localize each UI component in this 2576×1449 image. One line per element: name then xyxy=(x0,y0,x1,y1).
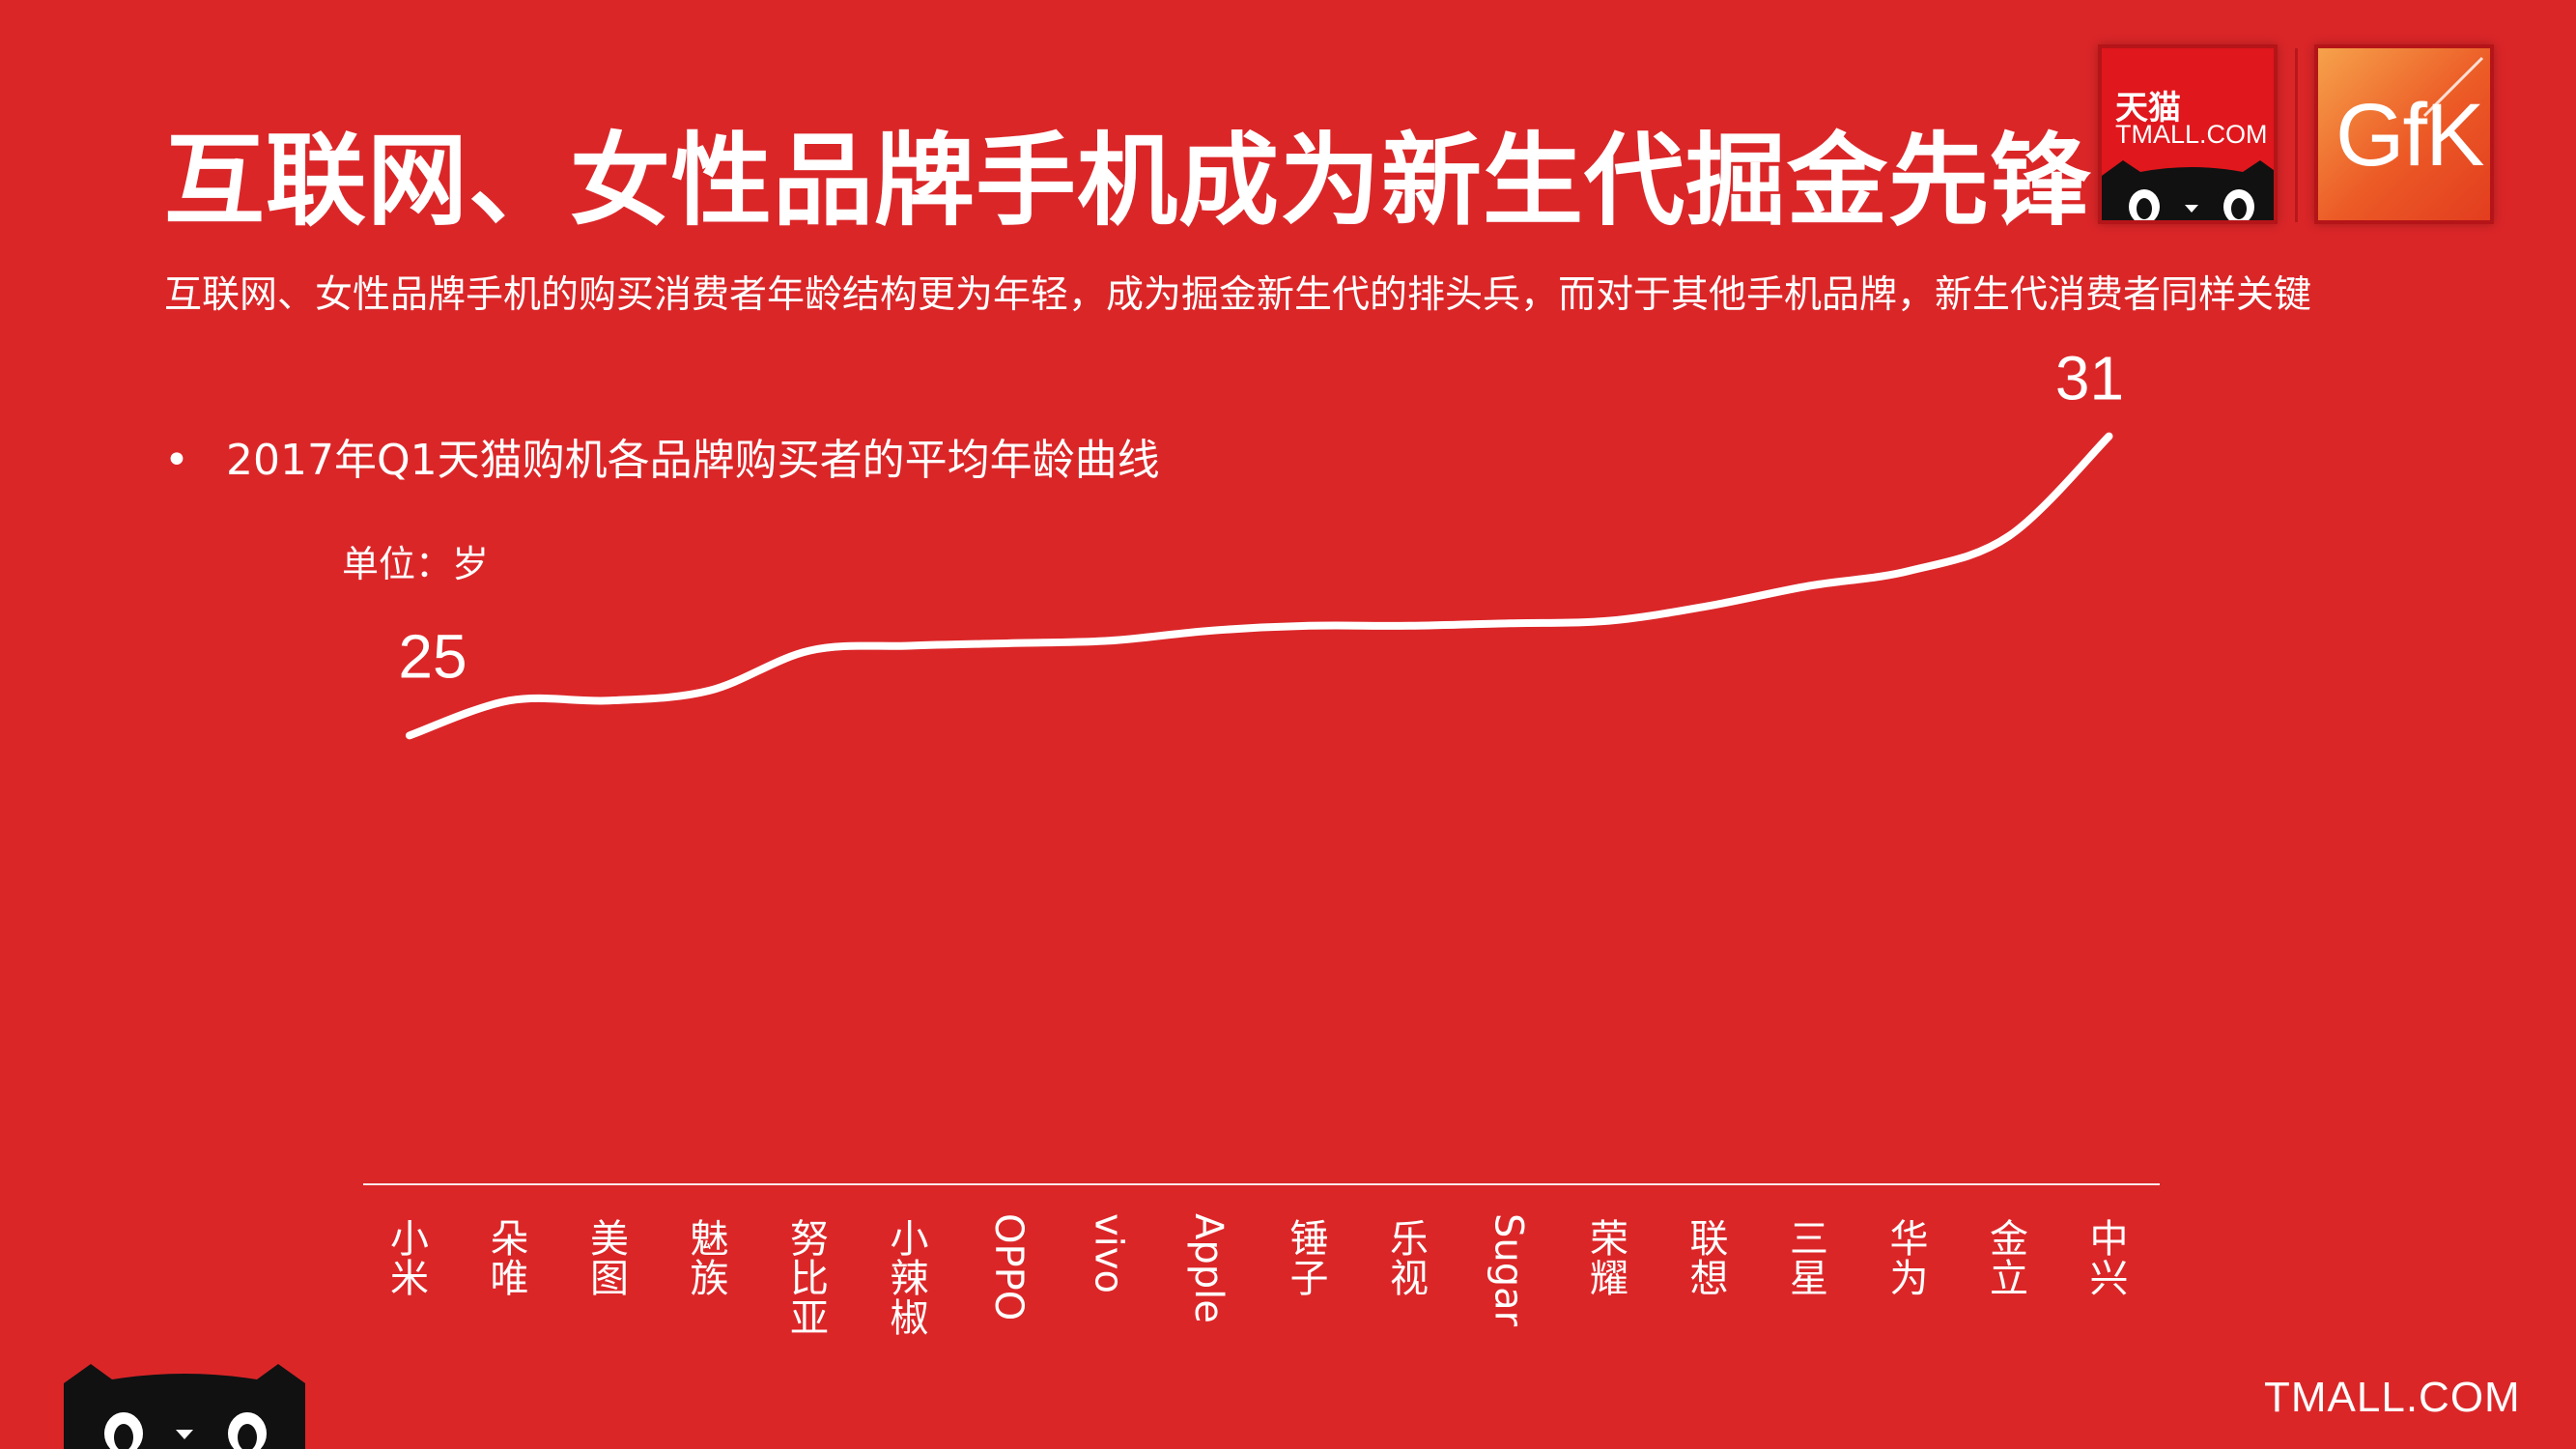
x-tick-text-6: OPPO xyxy=(986,1213,1031,1321)
x-tick-label-5: 小辣椒 xyxy=(891,1217,929,1341)
series-line-avg-age xyxy=(406,432,2113,740)
x-tick-label-4: 努比亚 xyxy=(790,1217,829,1341)
x-tick-label-14: 三星 xyxy=(1790,1217,1828,1301)
x-tick-label-6: OPPO xyxy=(986,1213,1031,1321)
x-tick-label-12: 荣耀 xyxy=(1590,1217,1628,1301)
x-tick-label-16: 金立 xyxy=(1990,1217,2028,1301)
x-tick-text-14: 三星 xyxy=(1790,1217,1828,1301)
x-tick-text-7: vivo xyxy=(1087,1213,1131,1293)
x-tick-text-5: 小辣椒 xyxy=(891,1217,929,1341)
data-label-17: 31 xyxy=(2055,344,2124,413)
x-tick-label-9: 锤子 xyxy=(1290,1217,1329,1301)
tmall-logo-en: TMALL.COM xyxy=(2115,120,2268,149)
x-tick-label-11: Sugar xyxy=(1486,1213,1531,1327)
tmall-cat-mascot-icon xyxy=(64,1364,305,1449)
x-tick-text-17: 中兴 xyxy=(2090,1217,2129,1301)
x-tick-text-2: 美图 xyxy=(590,1217,629,1301)
x-tick-text-4: 努比亚 xyxy=(790,1217,829,1341)
x-tick-label-8: Apple xyxy=(1186,1213,1231,1323)
tmall-cat-icon xyxy=(2102,160,2274,220)
x-tick-label-0: 小米 xyxy=(390,1217,429,1301)
gfk-logo-text: GfK xyxy=(2335,86,2484,185)
x-tick-label-2: 美图 xyxy=(590,1217,629,1301)
x-tick-text-8: Apple xyxy=(1186,1213,1231,1323)
gfk-logo: GfK xyxy=(2314,44,2494,224)
x-tick-label-3: 魅族 xyxy=(691,1217,729,1301)
x-tick-label-13: 联想 xyxy=(1690,1217,1729,1301)
x-tick-label-15: 华为 xyxy=(1890,1217,1929,1301)
x-tick-text-9: 锤子 xyxy=(1290,1217,1329,1301)
x-tick-label-1: 朵唯 xyxy=(491,1217,529,1301)
x-tick-text-13: 联想 xyxy=(1690,1217,1729,1301)
gfk-shine-icon xyxy=(2422,56,2484,118)
page-subtitle: 互联网、女性品牌手机的购买消费者年龄结构更为年轻，成为掘金新生代的排头兵，而对于… xyxy=(164,273,2312,317)
chart-caption: • 2017年Q1天猫购机各品牌购买者的平均年龄曲线 xyxy=(164,425,1160,487)
tmall-logo-cn: 天猫 xyxy=(2115,89,2181,128)
x-tick-text-12: 荣耀 xyxy=(1590,1217,1628,1301)
x-tick-text-11: Sugar xyxy=(1486,1213,1531,1327)
x-tick-text-16: 金立 xyxy=(1990,1217,2028,1301)
x-tick-text-1: 朵唯 xyxy=(491,1217,529,1301)
unit-label: 单位：岁 xyxy=(342,543,490,585)
data-label-0: 25 xyxy=(398,621,467,691)
x-tick-label-17: 中兴 xyxy=(2090,1217,2129,1301)
chart-caption-text: 2017年Q1天猫购机各品牌购买者的平均年龄曲线 xyxy=(226,436,1160,485)
x-tick-label-10: 乐视 xyxy=(1390,1217,1429,1301)
tmall-footer-logo: TMALL.COM xyxy=(2264,1374,2521,1421)
bullet-icon: • xyxy=(164,436,189,485)
page-title: 互联网、女性品牌手机成为新生代掘金先锋 xyxy=(164,122,2092,240)
x-tick-text-15: 华为 xyxy=(1890,1217,1929,1301)
x-tick-label-7: vivo xyxy=(1087,1213,1131,1293)
logo-divider xyxy=(2295,48,2298,222)
x-tick-text-0: 小米 xyxy=(390,1217,429,1301)
x-tick-text-3: 魅族 xyxy=(691,1217,729,1301)
x-tick-text-10: 乐视 xyxy=(1390,1217,1429,1301)
tmall-logo: 天猫 TMALL.COM xyxy=(2098,44,2278,224)
